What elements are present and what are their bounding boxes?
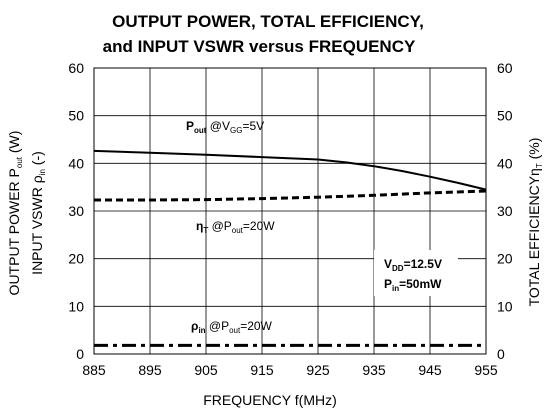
series-group <box>93 149 487 347</box>
y-tick-label-left: 50 <box>68 108 84 124</box>
annotation-pin: Pin=50mW <box>384 277 442 293</box>
series-line-eta <box>94 189 487 202</box>
y-tick-label-right: 50 <box>497 108 513 124</box>
y-tick-label-left: 10 <box>68 298 84 314</box>
y-tick-label-left: 20 <box>68 251 84 267</box>
chart-title-line1: OUTPUT POWER, TOTAL EFFICIENCY, <box>112 12 424 31</box>
y-tick-label-right: 60 <box>497 60 513 76</box>
tick-labels: 885 895 905 915 925 935 945 9550102030405060010… <box>68 60 512 378</box>
x-tick-label: 905 <box>194 362 218 378</box>
plot-frame <box>93 67 487 355</box>
x-axis-label: FREQUENCY f(MHz) <box>203 392 337 408</box>
x-tick-label: 915 <box>250 362 274 378</box>
series-line-pout <box>93 149 487 191</box>
grid <box>94 68 486 354</box>
y-tick-label-left: 60 <box>68 60 84 76</box>
annotation-vdd: VDD=12.5V <box>384 257 442 273</box>
y-tick-label-left: 40 <box>68 155 84 171</box>
x-tick-label: 935 <box>362 362 386 378</box>
y-tick-label-right: 0 <box>497 346 505 362</box>
annotation-rho: ρin @Pout=20W <box>191 319 273 335</box>
y-tick-label-right: 30 <box>497 203 513 219</box>
y-tick-label-left: 30 <box>68 203 84 219</box>
y-tick-label-right: 20 <box>497 251 513 267</box>
y-axis-label-right: TOTAL EFFICIENCYηT (%) <box>526 138 544 307</box>
y-tick-label-right: 10 <box>497 298 513 314</box>
annotation-eta: ηT @Pout=20W <box>196 219 275 235</box>
conditions-box <box>374 250 458 296</box>
x-tick-label: 885 <box>82 362 106 378</box>
y-axis-label-left-2: INPUT VSWR ρin (-) <box>29 151 47 275</box>
y-tick-label-right: 40 <box>497 155 513 171</box>
annotation-pout: Pout @VGG=5V <box>186 119 264 135</box>
x-tick-label: 945 <box>418 362 442 378</box>
x-tick-label: 955 <box>474 362 498 378</box>
x-tick-label: 925 <box>306 362 330 378</box>
chart-title-line2: and INPUT VSWR versus FREQUENCY <box>103 37 416 56</box>
x-tick-label: 895 <box>138 362 162 378</box>
y-axis-label-left-1: OUTPUT POWER Pout (W) <box>6 131 24 296</box>
y-tick-label-left: 0 <box>76 346 84 362</box>
